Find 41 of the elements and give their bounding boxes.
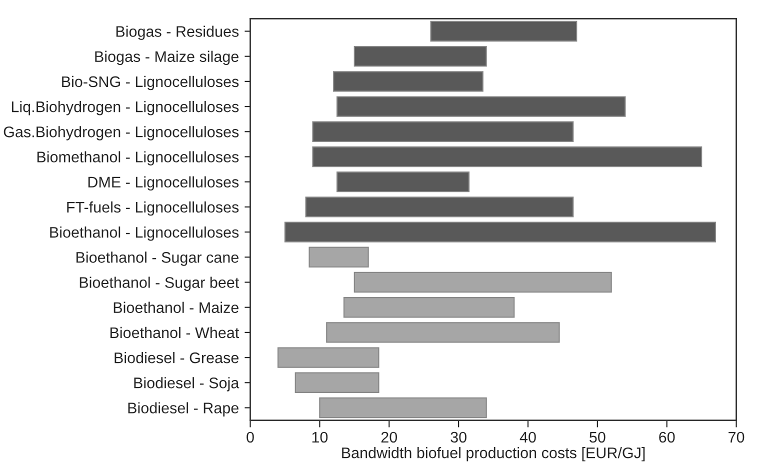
y-tick-label: DME - Lignocelluloses — [88, 176, 239, 191]
y-tick-label: Bioethanol - Lignocelluloses — [50, 226, 239, 241]
x-tick-label: 10 — [312, 432, 328, 443]
bar — [277, 347, 380, 368]
bar — [294, 372, 380, 393]
x-axis-title: Bandwidth biofuel production costs [EUR/GJ] — [342, 447, 645, 462]
bar — [336, 171, 470, 192]
bar — [326, 322, 560, 343]
y-tick-label: Bioethanol - Maize — [114, 302, 238, 314]
bar — [343, 297, 515, 318]
x-tick-label: 30 — [450, 432, 466, 443]
y-tick-label: Gas.Biohydrogen - Lignocelluloses — [4, 126, 239, 140]
bar — [284, 222, 716, 242]
y-tick-label: FT-fuels - Lignocelluloses — [67, 201, 239, 216]
bar — [333, 71, 484, 92]
y-tick-label: Liq.Biohydrogen - Lignocelluloses — [12, 101, 239, 116]
y-tick-label: Biodiesel - Soja — [134, 377, 240, 392]
y-tick-label: Biomethanol - Lignocelluloses — [37, 151, 239, 166]
bar — [336, 96, 626, 117]
bar — [312, 146, 702, 168]
x-tick-label: 20 — [381, 432, 398, 443]
y-tick-label: Bioethanol - Wheat — [110, 326, 240, 338]
bar — [308, 246, 369, 268]
y-tick-label: Biogas - Residues — [116, 26, 239, 40]
y-tick-label: Bioethanol - Sugar cane — [76, 252, 238, 266]
bar — [430, 20, 578, 42]
bar — [354, 272, 612, 293]
bar — [305, 196, 574, 218]
x-tick-label: 40 — [520, 432, 536, 443]
x-tick-label: 50 — [590, 432, 606, 443]
bar — [312, 121, 574, 142]
x-tick-label: 0 — [246, 432, 254, 443]
x-tick-label: 60 — [659, 432, 675, 443]
bar — [319, 397, 487, 418]
y-tick-label: Biodiesel - Grease — [114, 352, 238, 364]
y-tick-label: Biodiesel - Rape — [128, 402, 238, 416]
bar — [354, 46, 487, 67]
x-tick-label: 70 — [728, 432, 744, 443]
y-tick-label: Biogas - Maize silage — [95, 50, 238, 66]
y-tick-label: Bio-SNG - Lignocelluloses — [62, 76, 239, 90]
y-tick-label: Bioethanol - Sugar beet — [80, 276, 240, 291]
